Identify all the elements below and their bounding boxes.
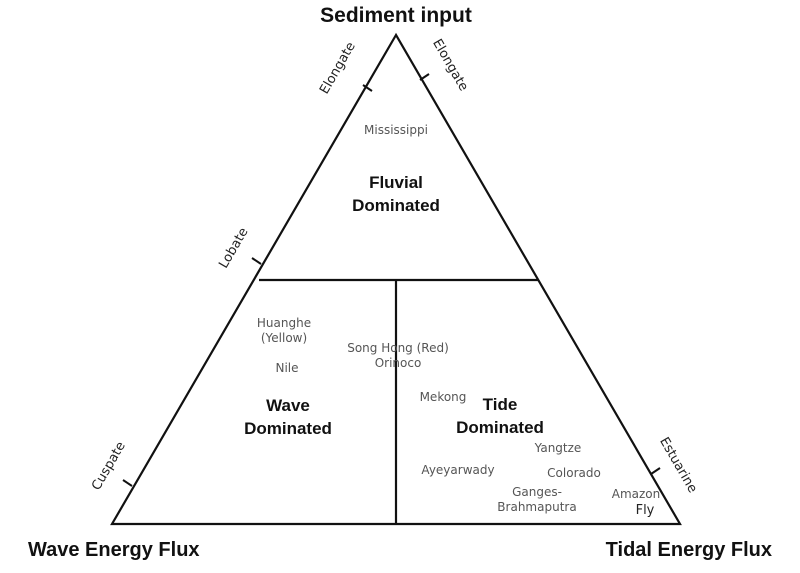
edge-label-right-elongate: Elongate [429, 37, 471, 94]
tick-left-lobate [251, 257, 262, 265]
river-nile: Nile [275, 361, 298, 375]
river-song-hong: Song Hong (Red) [347, 341, 449, 355]
region-fluvial-line2: Dominated [352, 196, 440, 215]
edge-label-left-cuspate: Cuspate [89, 439, 129, 493]
river-yangtze: Yangtze [534, 441, 582, 455]
river-ganges-line1: Ganges- [512, 485, 562, 499]
river-huanghe-line2: (Yellow) [261, 331, 307, 345]
region-fluvial-line1: Fluvial [369, 173, 423, 192]
corner-bottom-right-label: Tidal Energy Flux [606, 539, 772, 561]
region-wave-line1: Wave [266, 396, 310, 415]
river-huanghe-line1: Huanghe [257, 316, 311, 330]
corner-top-label: Sediment input [320, 4, 472, 27]
tick-right-elongate [419, 73, 430, 81]
region-tide-line1: Tide [483, 395, 518, 414]
tick-right-estuarine [650, 467, 661, 475]
river-fly: Fly [636, 503, 655, 518]
edge-label-right-estuarine: Estuarine [656, 435, 700, 496]
tick-left-cuspate [122, 479, 133, 487]
corner-bottom-left-label: Wave Energy Flux [28, 539, 200, 561]
tick-left-elongate [362, 84, 373, 92]
edge-label-left-lobate: Lobate [216, 225, 251, 271]
region-tide-line2: Dominated [456, 418, 544, 437]
river-ayeyarwady: Ayeyarwady [421, 463, 494, 477]
river-orinoco: Orinoco [375, 356, 422, 370]
river-amazon: Amazon [612, 487, 661, 501]
river-ganges-line2: Brahmaputra [497, 500, 576, 514]
river-colorado: Colorado [547, 466, 601, 480]
edge-label-left-elongate: Elongate [317, 40, 359, 97]
region-wave-line2: Dominated [244, 419, 332, 438]
river-mekong: Mekong [420, 390, 467, 404]
river-mississippi: Mississippi [364, 123, 428, 137]
